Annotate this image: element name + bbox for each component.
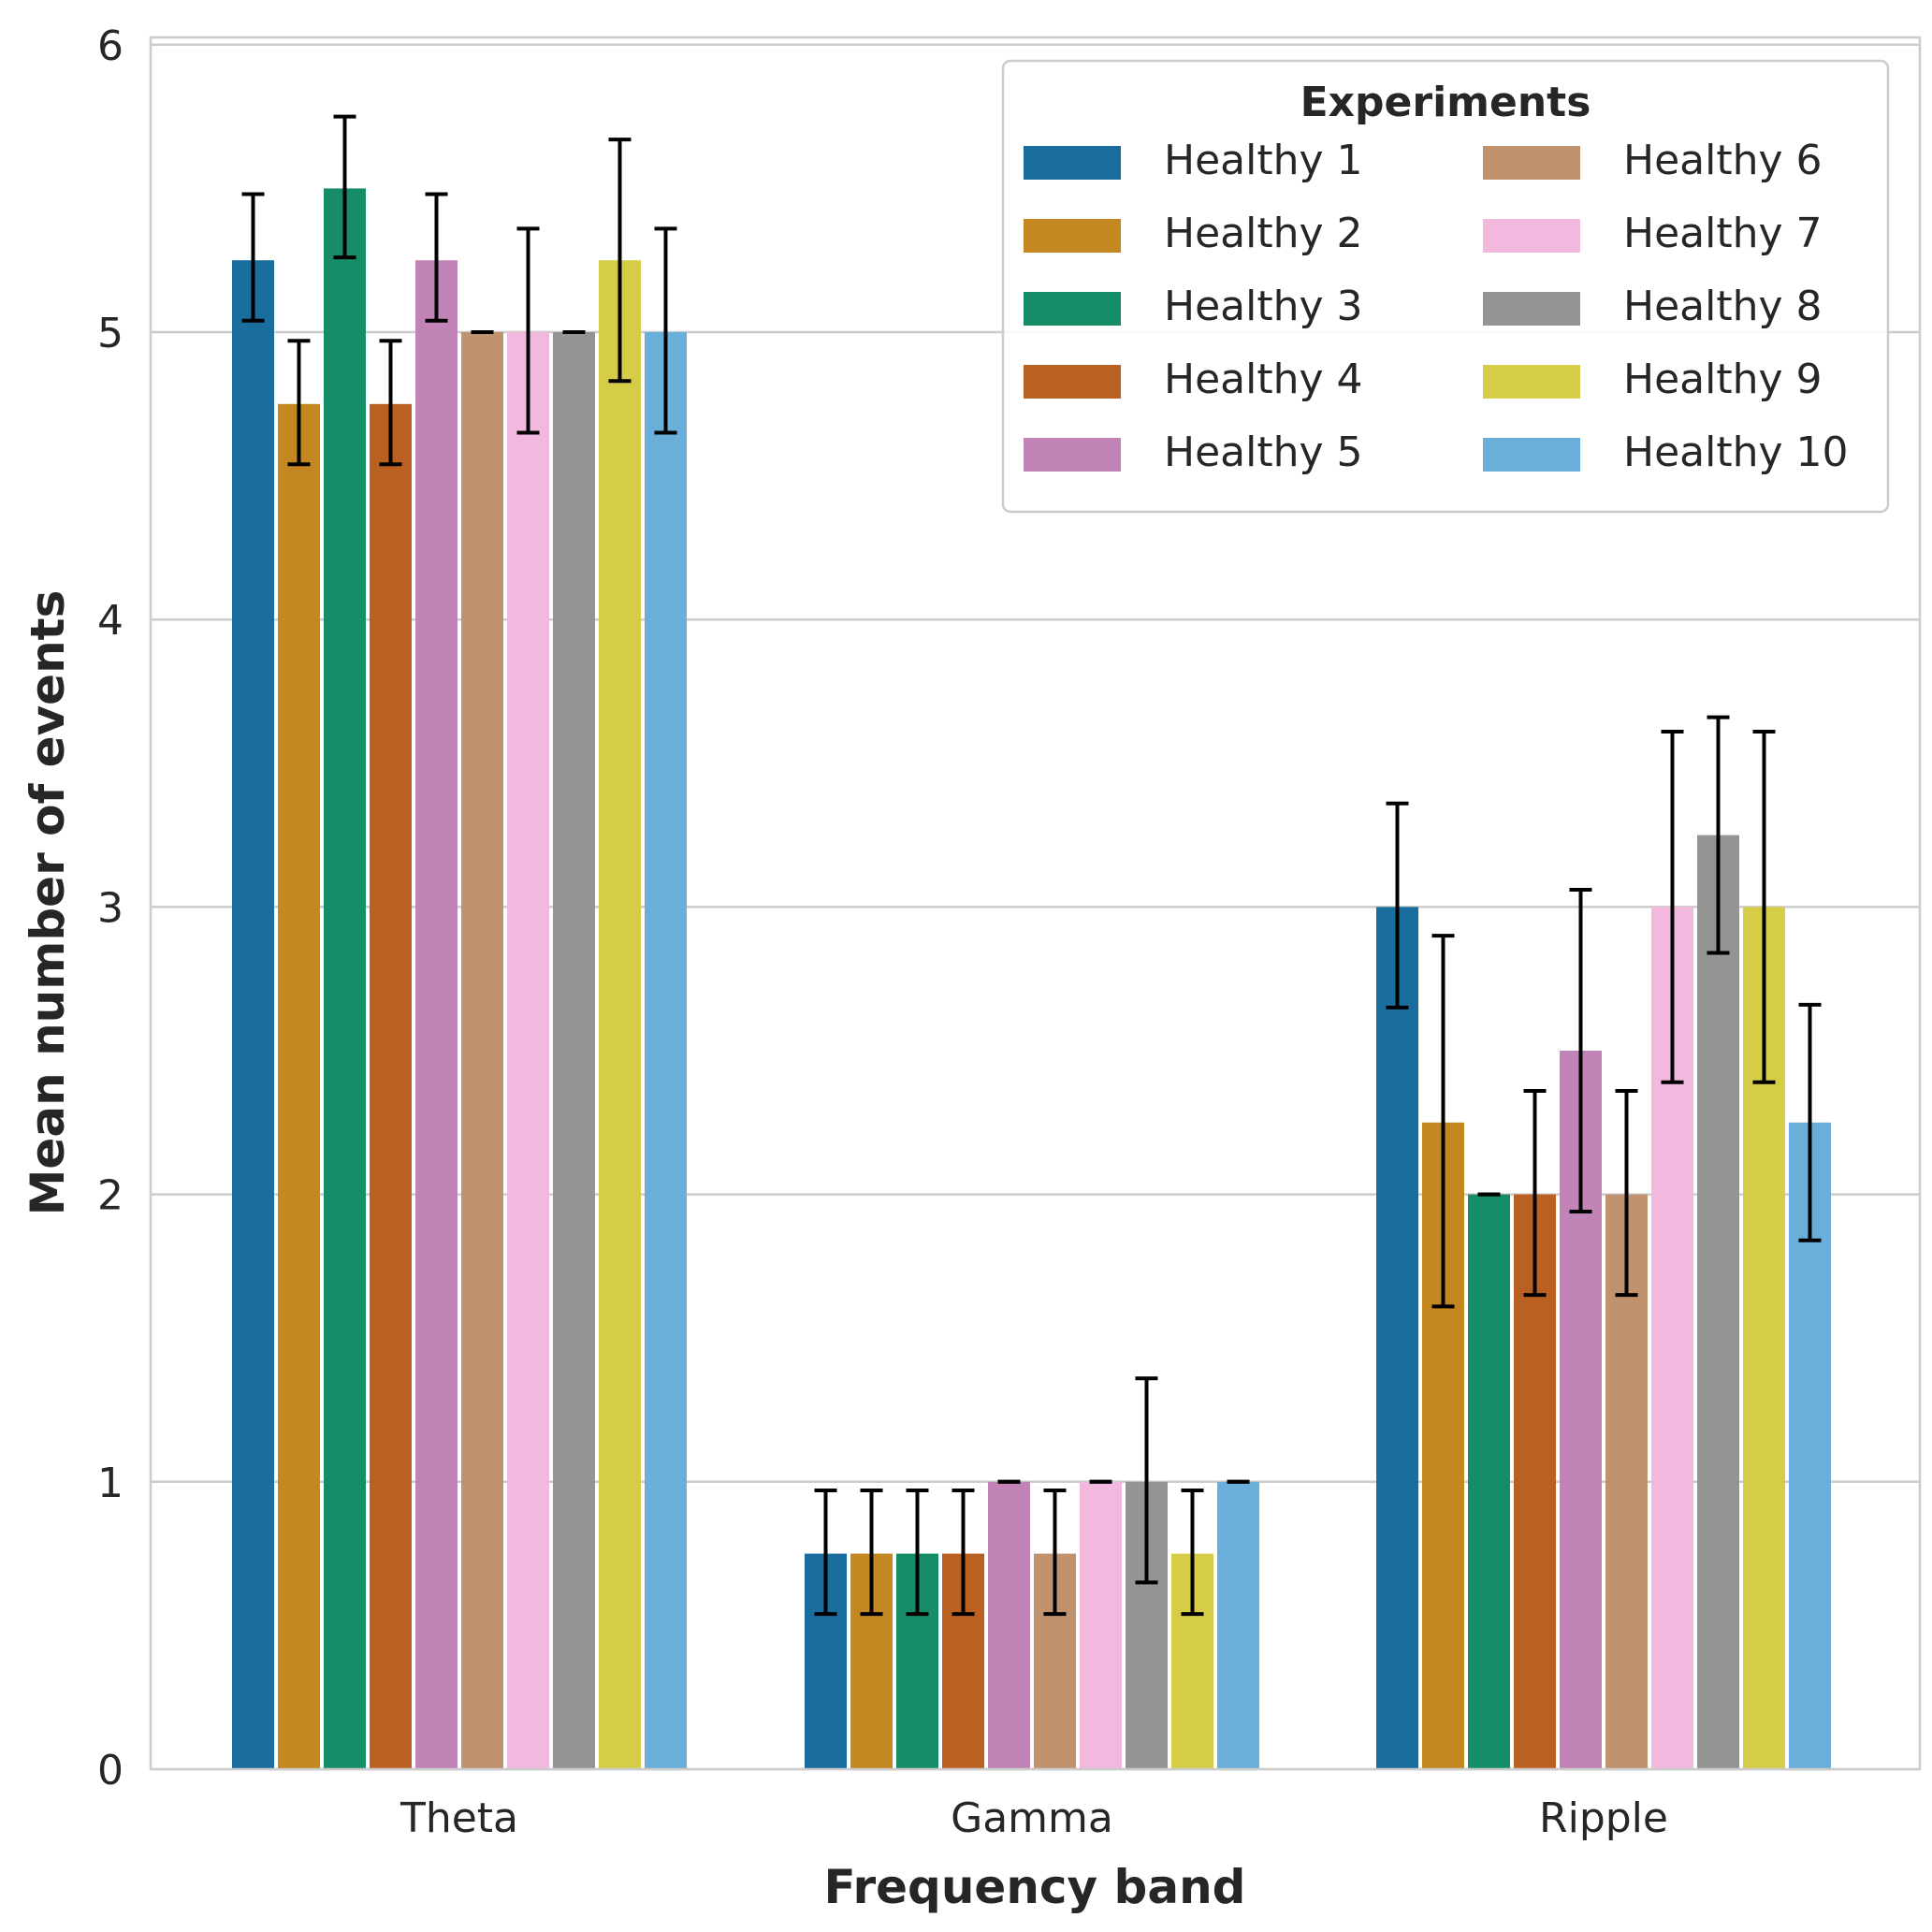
y-tick-labels: 0 1 2 3 4 5 6 [97, 22, 123, 1794]
error-bar [1752, 730, 1776, 1084]
error-bar [1707, 715, 1730, 955]
bar [232, 260, 274, 1770]
error-bar [1661, 730, 1684, 1084]
legend-swatch [1483, 292, 1580, 326]
legend-label: Healthy 5 [1164, 429, 1363, 476]
y-tick-label: 3 [97, 884, 123, 932]
error-bar [1569, 887, 1592, 1214]
plot-frame [149, 36, 1922, 1771]
legend-label: Healthy 10 [1623, 429, 1849, 476]
legend-title: Experiments [1300, 79, 1591, 126]
bar [1217, 1481, 1259, 1769]
bar [988, 1481, 1030, 1769]
legend-label: Healthy 7 [1623, 210, 1823, 257]
error-bar [1523, 1089, 1547, 1298]
error-bars [241, 114, 1822, 1617]
error-bar [906, 1489, 929, 1617]
y-axis-label: Mean number of events [21, 590, 75, 1216]
bar [461, 332, 503, 1769]
y-tick-label: 1 [97, 1460, 123, 1507]
legend-swatch [1024, 365, 1121, 399]
bar [370, 403, 412, 1769]
bar [553, 332, 595, 1769]
legend-items: Healthy 1 Healthy 2 Healthy 3 Healthy 4 Heal… [1024, 137, 1849, 476]
legend-label: Healthy 3 [1164, 283, 1363, 330]
bar [278, 403, 320, 1769]
error-bar [1615, 1089, 1638, 1298]
error-bar [951, 1489, 975, 1617]
legend-swatch [1483, 365, 1580, 399]
error-bar [1798, 1002, 1822, 1242]
error-bar [287, 339, 311, 467]
legend-box [1001, 59, 1890, 514]
error-bar [333, 114, 356, 260]
legend-label: Healthy 2 [1164, 210, 1363, 257]
bar [1697, 835, 1739, 1769]
y-tick-label: 2 [97, 1172, 123, 1220]
error-bar [1431, 934, 1455, 1309]
error-bar [814, 1489, 837, 1617]
x-tick-label: Ripple [1539, 1794, 1668, 1842]
y-tick-label: 0 [97, 1747, 123, 1794]
bar [645, 332, 687, 1769]
error-bar [654, 226, 677, 435]
y-tick-label: 4 [97, 597, 123, 645]
legend-swatch [1483, 146, 1580, 180]
error-bar [1181, 1489, 1204, 1617]
bar [324, 188, 366, 1769]
legend-swatch [1483, 219, 1580, 253]
x-tick-labels: Theta Gamma Ripple [399, 1794, 1668, 1842]
bar [1080, 1481, 1122, 1769]
legend-label: Healthy 4 [1164, 356, 1363, 403]
x-axis-label: Frequency band [824, 1860, 1246, 1914]
bars [232, 188, 1831, 1770]
legend-swatch [1483, 438, 1580, 472]
legend-label: Healthy 9 [1623, 356, 1823, 403]
bar [1376, 907, 1418, 1769]
legend-swatch [1024, 292, 1121, 326]
error-bar [1043, 1489, 1067, 1617]
legend-label: Healthy 1 [1164, 137, 1363, 184]
bar [507, 332, 549, 1769]
legend-label: Healthy 8 [1623, 283, 1823, 330]
error-bar [1135, 1376, 1158, 1585]
error-bar [241, 192, 265, 323]
error-bar [860, 1489, 883, 1617]
error-bar [516, 226, 540, 435]
error-bar [425, 192, 448, 323]
y-tick-label: 5 [97, 310, 123, 357]
error-bar [1386, 801, 1409, 1010]
bar [599, 260, 641, 1770]
error-bar [379, 339, 402, 467]
legend-swatch [1024, 219, 1121, 253]
bar [1468, 1194, 1510, 1769]
x-tick-label: Theta [399, 1794, 518, 1842]
y-tick-label: 6 [97, 22, 123, 70]
error-bar [608, 138, 632, 384]
x-tick-label: Gamma [951, 1794, 1113, 1842]
bar [415, 260, 458, 1770]
legend-swatch [1024, 146, 1121, 180]
legend-swatch [1024, 438, 1121, 472]
legend-label: Healthy 6 [1623, 137, 1823, 184]
